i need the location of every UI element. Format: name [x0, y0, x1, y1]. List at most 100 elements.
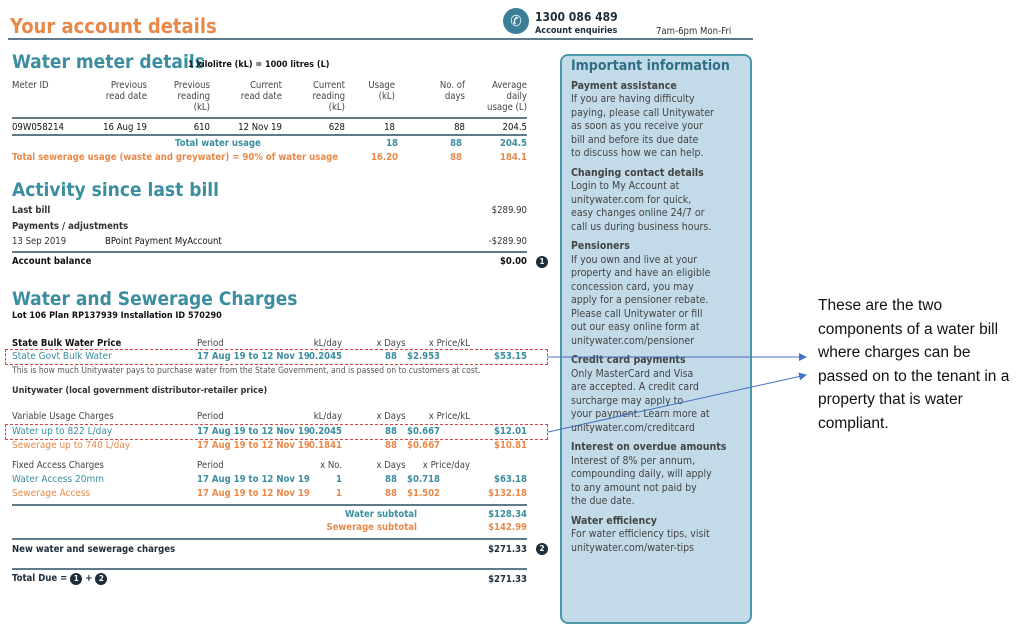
charge-cell: $10.81 — [494, 440, 527, 451]
charge-cell: $0.718 — [407, 474, 440, 485]
info-body: Only MasterCard and Visa are accepted. A… — [571, 367, 710, 434]
charge-cell: $132.18 — [488, 488, 527, 499]
charge-cell: State Govt Bulk Water — [12, 351, 112, 362]
charge-cell: $0.667 — [407, 440, 440, 451]
total-water-label: Total water usage — [175, 138, 261, 149]
charge-cell: 88 — [385, 351, 397, 362]
meter-column-header: Current reading (kL) — [312, 80, 345, 113]
charge-cell: $2.953 — [407, 351, 440, 362]
activity-title: Activity since last bill — [12, 179, 220, 201]
bulk-note: This is how much Unitywater pays to purc… — [12, 366, 481, 376]
charge-column-header: kL/day — [313, 411, 342, 422]
charge-cell: $1.502 — [407, 488, 440, 499]
charge-column-header: x Days — [376, 411, 406, 422]
arrow-water-usage — [547, 372, 807, 433]
meter-cell: 12 Nov 19 — [238, 122, 282, 133]
charge-cell: 17 Aug 19 to 12 Nov 19 — [197, 351, 310, 362]
annotation-text: These are the two components of a water … — [818, 297, 1010, 432]
meter-title: Water meter details — [12, 51, 205, 73]
charge-cell: 17 Aug 19 to 12 Nov 19 — [197, 474, 310, 485]
charge-column-header: x No. — [320, 460, 342, 471]
sewer-subtotal: $142.99 — [488, 522, 527, 533]
highlight-water-usage — [5, 424, 548, 440]
charge-column-header: x Price/kL — [428, 338, 470, 349]
charge-cell: 0.2045 — [309, 351, 342, 362]
unity-title: Unitywater (local government distributor… — [12, 386, 268, 396]
important-info-panel: Important information Payment assistance… — [560, 54, 752, 624]
meter-column-header: Previous read date — [105, 80, 147, 102]
divider — [12, 134, 527, 136]
info-heading: Payment assistance — [571, 79, 677, 92]
marker-2: 2 — [95, 573, 108, 585]
payment-desc: BPoint Payment MyAccount — [105, 236, 222, 247]
meter-cell: 610 — [193, 122, 210, 133]
charge-cell: 88 — [385, 474, 397, 485]
charge-cell: Sewerage up to 740 L/day — [12, 440, 131, 451]
info-heading: Changing contact details — [571, 166, 704, 179]
sewer-subtotal-label: Sewerage subtotal — [326, 522, 417, 533]
charge-cell: 0.1841 — [309, 440, 342, 451]
page-title: Your account details — [10, 14, 217, 38]
meter-column-header: No. of days — [439, 80, 465, 102]
meter-column-header: Usage (kL) — [368, 80, 395, 102]
charge-cell: 17 Aug 19 to 12 Nov 19 — [197, 440, 310, 451]
balance-amount: $0.00 — [499, 256, 527, 267]
charge-cell: Sewerage Access — [12, 488, 91, 499]
meter-cell: 18 — [384, 122, 395, 133]
total-water-avg: 204.5 — [499, 138, 527, 149]
total-due-label: Total Due = 1 + 2 — [12, 573, 108, 585]
balance-label: Account balance — [12, 256, 92, 267]
total-sewer-days: 88 — [450, 152, 462, 163]
charge-column-header: Period — [197, 338, 224, 349]
charge-column-header: x Price/day — [422, 460, 470, 471]
meter-cell: 16 Aug 19 — [103, 122, 147, 133]
charge-column-header: x Days — [376, 460, 406, 471]
phone-label: Account enquiries — [535, 26, 618, 36]
annotation-arrows — [547, 353, 807, 433]
meter-column-header: Previous reading (kL) — [173, 80, 210, 113]
charge-cell: $12.01 — [494, 426, 527, 437]
meter-subtitle: 1 kilolitre (kL) = 1000 litres (L) — [188, 60, 330, 70]
total-sewer-label: Total sewerage usage (waste and greywate… — [12, 152, 339, 163]
total-due-text: Total Due = — [12, 573, 68, 584]
charge-cell: 1 — [336, 474, 342, 485]
info-title: Important information — [571, 58, 730, 74]
payments-label: Payments / adjustments — [12, 221, 129, 232]
meter-column-header: Average daily usage (L) — [487, 80, 527, 113]
divider — [12, 251, 527, 253]
meter-column-header: Current read date — [240, 80, 282, 102]
charge-cell: 88 — [385, 426, 397, 437]
phone-number: 1300 086 489 — [535, 10, 618, 24]
meter-cell: 204.5 — [502, 122, 527, 133]
info-heading: Pensioners — [571, 240, 630, 252]
charge-column-header: Period — [197, 411, 224, 422]
divider — [12, 538, 527, 540]
charge-column-header: x Price/kL — [428, 411, 470, 422]
charge-cell: 88 — [385, 488, 397, 499]
phone-icon: ✆ — [503, 8, 529, 34]
charge-cell: 88 — [385, 440, 397, 451]
property-id: Lot 106 Plan RP137939 Installation ID 57… — [12, 311, 222, 321]
marker-2: 2 — [536, 543, 548, 555]
plus-sign: + — [85, 573, 93, 584]
charge-column-header: Period — [197, 460, 224, 471]
divider — [12, 568, 527, 570]
charge-column-header: State Bulk Water Price — [12, 338, 122, 349]
info-body: If you own and live at your property and… — [571, 253, 711, 347]
highlight-bulk-water — [5, 349, 548, 365]
info-body: Interest of 8% per annum, compounding da… — [571, 454, 712, 508]
total-sewer-avg: 184.1 — [499, 152, 527, 163]
charge-cell: Water up to 822 L/day — [12, 426, 113, 437]
charge-cell: Water Access 20mm — [12, 474, 104, 485]
last-bill-label: Last bill — [12, 205, 51, 216]
charge-column-header: kL/day — [313, 338, 342, 349]
charge-cell: $63.18 — [494, 474, 527, 485]
divider — [12, 504, 527, 506]
new-charges-label: New water and sewerage charges — [12, 544, 176, 555]
water-subtotal-label: Water subtotal — [345, 509, 417, 520]
meter-cell: 09W058214 — [12, 122, 64, 133]
total-water-usage: 18 — [386, 138, 398, 149]
total-due-amount: $271.33 — [488, 574, 527, 585]
charge-cell: 17 Aug 19 to 12 Nov 19 — [197, 488, 310, 499]
charge-cell: $53.15 — [494, 351, 527, 362]
